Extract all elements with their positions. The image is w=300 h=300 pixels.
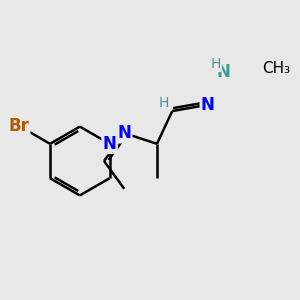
Text: H: H bbox=[211, 57, 221, 71]
Text: N: N bbox=[103, 135, 117, 153]
Text: Br: Br bbox=[8, 117, 29, 135]
Text: H: H bbox=[159, 96, 169, 110]
Text: N: N bbox=[201, 96, 215, 114]
Text: N: N bbox=[216, 63, 230, 81]
Text: N: N bbox=[117, 124, 131, 142]
Text: CH₃: CH₃ bbox=[262, 61, 290, 76]
